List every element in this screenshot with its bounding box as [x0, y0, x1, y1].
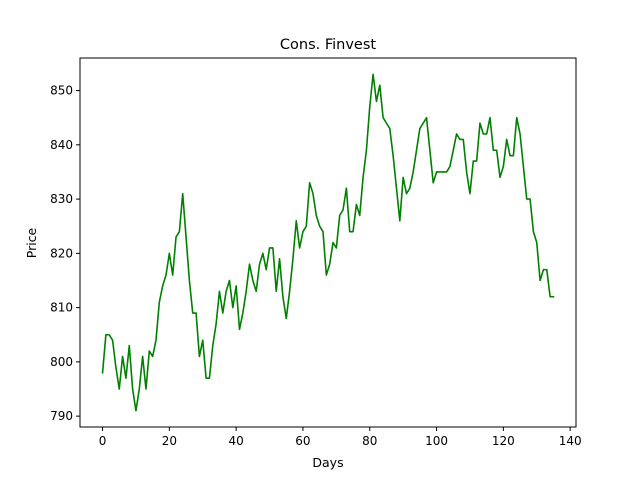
series-line-0 — [101, 73, 555, 412]
x-tick-label: 120 — [492, 434, 515, 448]
x-tick-label: 40 — [229, 434, 244, 448]
y-tick-label: 850 — [50, 84, 73, 98]
y-axis-label: Price — [24, 227, 39, 258]
chart-title: Cons. Finvest — [280, 37, 377, 53]
y-tick-label: 830 — [50, 192, 73, 206]
y-tick-label: 820 — [50, 246, 73, 260]
y-axis: 790 800 810 820 830 840 850 — [50, 84, 80, 423]
x-tick-label: 100 — [425, 434, 448, 448]
data-layer — [101, 73, 555, 412]
x-tick-label: 140 — [559, 434, 582, 448]
y-tick-label: 790 — [50, 409, 73, 423]
plot-area-frame — [79, 57, 577, 428]
x-tick-label: 60 — [295, 434, 310, 448]
x-axis: 0 20 40 60 80 100 120 140 — [99, 427, 582, 448]
y-tick-label: 810 — [50, 301, 73, 315]
y-tick-label: 840 — [50, 138, 73, 152]
x-tick-label: 20 — [162, 434, 177, 448]
x-tick-label: 80 — [362, 434, 377, 448]
x-axis-label: Days — [312, 455, 343, 470]
y-tick-label: 800 — [50, 355, 73, 369]
x-tick-label: 0 — [99, 434, 107, 448]
